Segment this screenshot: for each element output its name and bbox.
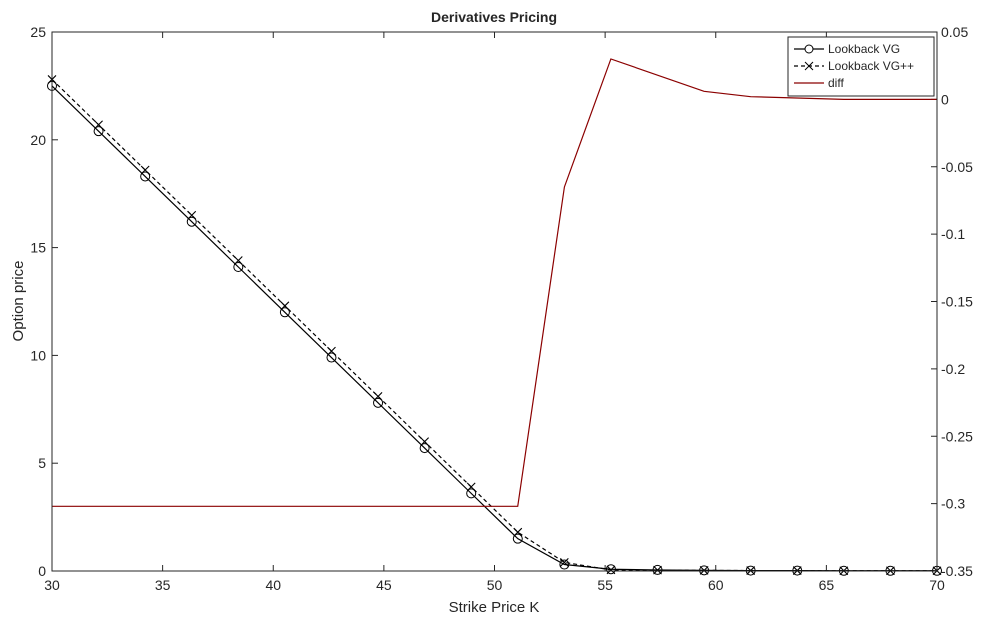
data-point-circle	[326, 352, 337, 363]
x-tick-label: 70	[929, 577, 945, 593]
y2-tick-label: -0.2	[941, 361, 965, 377]
axis-ticks: 30 35 40 45 50 55 60 65 70 0 5 10 15 20 25 -0.35 -0.3 -0.…	[30, 24, 973, 593]
data-point-x	[699, 565, 709, 575]
data-point-circle	[466, 488, 477, 499]
legend-marker-circle	[804, 44, 814, 54]
y-axis-label: Option price	[10, 261, 27, 342]
y-tick-label: 5	[38, 455, 46, 471]
y2-tick-label: -0.35	[941, 563, 973, 579]
data-point-x	[280, 301, 290, 311]
data-point-x	[420, 437, 430, 447]
data-point-x	[327, 346, 336, 356]
y2-tick-label: 0.05	[941, 24, 968, 40]
data-point-circle	[279, 307, 290, 318]
y2-tick-label: -0.1	[941, 226, 965, 242]
data-point-x	[233, 256, 243, 265]
x-tick-label: 65	[819, 577, 835, 593]
data-point-x	[373, 391, 383, 401]
y-tick-label: 0	[38, 563, 46, 579]
x-tick-label: 55	[597, 577, 613, 593]
chart-title: Derivatives Pricing	[431, 9, 557, 25]
data-point-x	[559, 557, 569, 567]
legend-marker-x	[804, 61, 814, 71]
data-point-circle	[93, 126, 104, 137]
x-tick-label: 40	[265, 577, 281, 593]
y-tick-label: 15	[30, 240, 46, 256]
data-point-x	[140, 165, 150, 175]
x-tick-label: 50	[487, 577, 503, 593]
x-tick-label: 30	[44, 577, 60, 593]
data-point-circle	[373, 397, 384, 408]
y2-tick-label: -0.05	[941, 159, 973, 175]
data-point-circle	[605, 564, 616, 575]
x-tick-label: 35	[155, 577, 171, 593]
y-tick-label: 20	[30, 132, 46, 148]
data-point-circle	[419, 443, 430, 454]
legend-label: Lookback VG	[828, 42, 900, 56]
y2-tick-label: -0.15	[941, 294, 973, 310]
y-tick-label: 25	[30, 24, 46, 40]
series-line-diff	[52, 58, 937, 507]
data-point-x	[466, 482, 476, 492]
y2-tick-label: -0.3	[941, 496, 965, 512]
y2-tick-label: 0	[941, 91, 949, 107]
legend-label: diff	[828, 76, 844, 90]
data-point-x	[653, 565, 662, 575]
data-point-circle	[233, 262, 244, 273]
y-tick-label: 10	[30, 347, 46, 363]
data-point-circle	[512, 533, 523, 544]
plot-area	[52, 32, 937, 571]
legend: Lookback VG Lookback VG++ diff	[787, 36, 935, 97]
data-point-circle	[559, 559, 570, 570]
x-tick-label: 45	[376, 577, 392, 593]
x-axis-label: Strike Price K	[449, 599, 540, 616]
data-point-x	[513, 527, 523, 537]
data-point-x	[187, 210, 197, 220]
data-point-circle	[186, 216, 197, 227]
data-point-x	[606, 565, 616, 575]
data-point-circle	[140, 171, 151, 182]
legend-label: Lookback VG++	[828, 59, 914, 73]
data-point-x	[94, 120, 103, 130]
plot-frame	[51, 31, 938, 572]
series-line-lookback-vg	[51, 78, 937, 572]
x-tick-label: 60	[708, 577, 724, 593]
y2-tick-label: -0.25	[941, 428, 973, 444]
